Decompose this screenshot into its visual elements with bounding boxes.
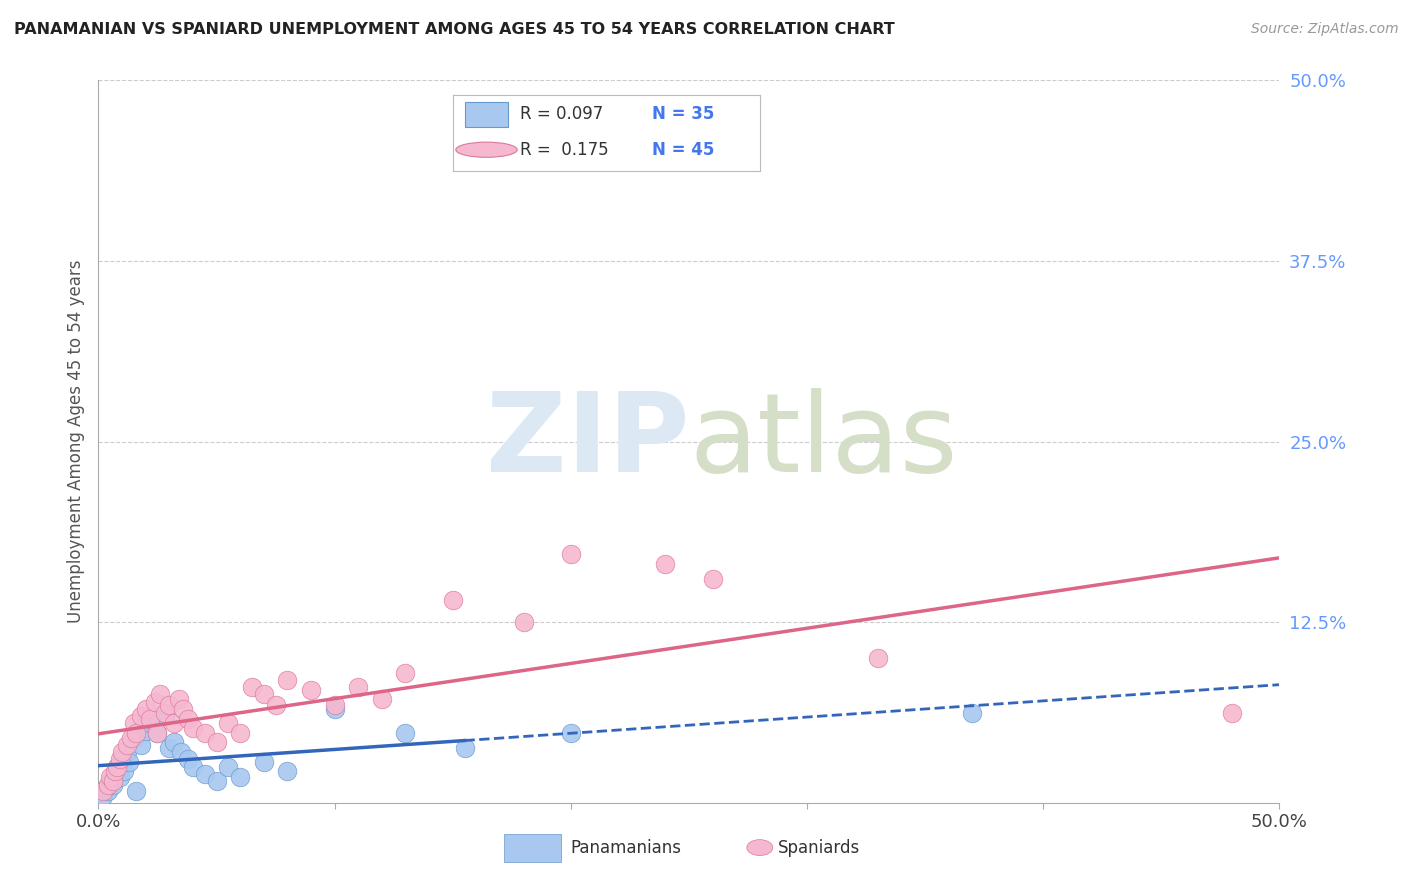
Point — [135, 702, 157, 716]
Point — [139, 712, 162, 726]
Point — [229, 770, 252, 784]
Point — [115, 738, 138, 752]
Point — [253, 687, 276, 701]
Point — [111, 752, 134, 766]
Point — [125, 784, 148, 798]
Point — [170, 745, 193, 759]
Point — [149, 687, 172, 701]
Point — [371, 691, 394, 706]
Point — [135, 723, 157, 738]
Point — [560, 726, 582, 740]
Point — [323, 702, 346, 716]
Point — [866, 651, 889, 665]
Point — [654, 558, 676, 572]
Point — [276, 673, 298, 687]
Point — [394, 726, 416, 740]
Point — [229, 726, 252, 740]
Point — [125, 726, 148, 740]
Point — [111, 745, 134, 759]
Y-axis label: Unemployment Among Ages 45 to 54 years: Unemployment Among Ages 45 to 54 years — [66, 260, 84, 624]
Point — [181, 721, 204, 735]
Point — [98, 770, 121, 784]
Point — [101, 774, 124, 789]
Point — [139, 716, 162, 731]
Point — [98, 774, 121, 789]
Point — [194, 726, 217, 740]
FancyBboxPatch shape — [503, 834, 561, 862]
Point — [129, 738, 152, 752]
Point — [441, 593, 464, 607]
Point — [205, 774, 228, 789]
Point — [167, 691, 190, 706]
Point — [101, 779, 124, 793]
Point — [512, 615, 534, 630]
Point — [115, 745, 138, 759]
Point — [146, 726, 169, 740]
Text: Panamanians: Panamanians — [571, 838, 682, 856]
Point — [323, 698, 346, 712]
Point — [157, 698, 180, 712]
Point — [153, 709, 176, 723]
Point — [702, 572, 724, 586]
Point — [122, 716, 145, 731]
Point — [104, 764, 127, 778]
Point — [143, 695, 166, 709]
Point — [122, 731, 145, 745]
Point — [163, 735, 186, 749]
Circle shape — [747, 839, 773, 855]
Point — [94, 781, 117, 796]
Point — [118, 756, 141, 770]
Point — [299, 683, 322, 698]
Point — [205, 735, 228, 749]
Point — [104, 767, 127, 781]
Point — [153, 706, 176, 721]
Point — [264, 698, 287, 712]
Point — [217, 716, 239, 731]
Point — [172, 702, 194, 716]
Point — [108, 770, 131, 784]
Point — [453, 740, 475, 755]
Point — [217, 760, 239, 774]
Text: Source: ZipAtlas.com: Source: ZipAtlas.com — [1251, 22, 1399, 37]
Point — [97, 779, 120, 793]
Point — [347, 680, 370, 694]
Point — [1220, 706, 1243, 721]
Point — [276, 764, 298, 778]
Point — [394, 665, 416, 680]
Point — [105, 760, 128, 774]
Point — [560, 547, 582, 561]
Point — [194, 767, 217, 781]
Point — [240, 680, 263, 694]
Point — [112, 764, 135, 778]
Point — [108, 752, 131, 766]
Text: ZIP: ZIP — [485, 388, 689, 495]
Text: Spaniards: Spaniards — [778, 838, 859, 856]
Point — [181, 760, 204, 774]
Point — [91, 784, 114, 798]
Text: atlas: atlas — [689, 388, 957, 495]
Point — [105, 760, 128, 774]
Point — [121, 731, 143, 745]
Point — [177, 712, 200, 726]
Point — [177, 752, 200, 766]
Text: PANAMANIAN VS SPANIARD UNEMPLOYMENT AMONG AGES 45 TO 54 YEARS CORRELATION CHART: PANAMANIAN VS SPANIARD UNEMPLOYMENT AMON… — [14, 22, 894, 37]
Point — [157, 740, 180, 755]
Point — [962, 706, 984, 721]
Point — [146, 726, 169, 740]
Point — [253, 756, 276, 770]
Point — [91, 789, 114, 803]
Point — [129, 709, 152, 723]
Point — [163, 716, 186, 731]
Point — [97, 784, 120, 798]
